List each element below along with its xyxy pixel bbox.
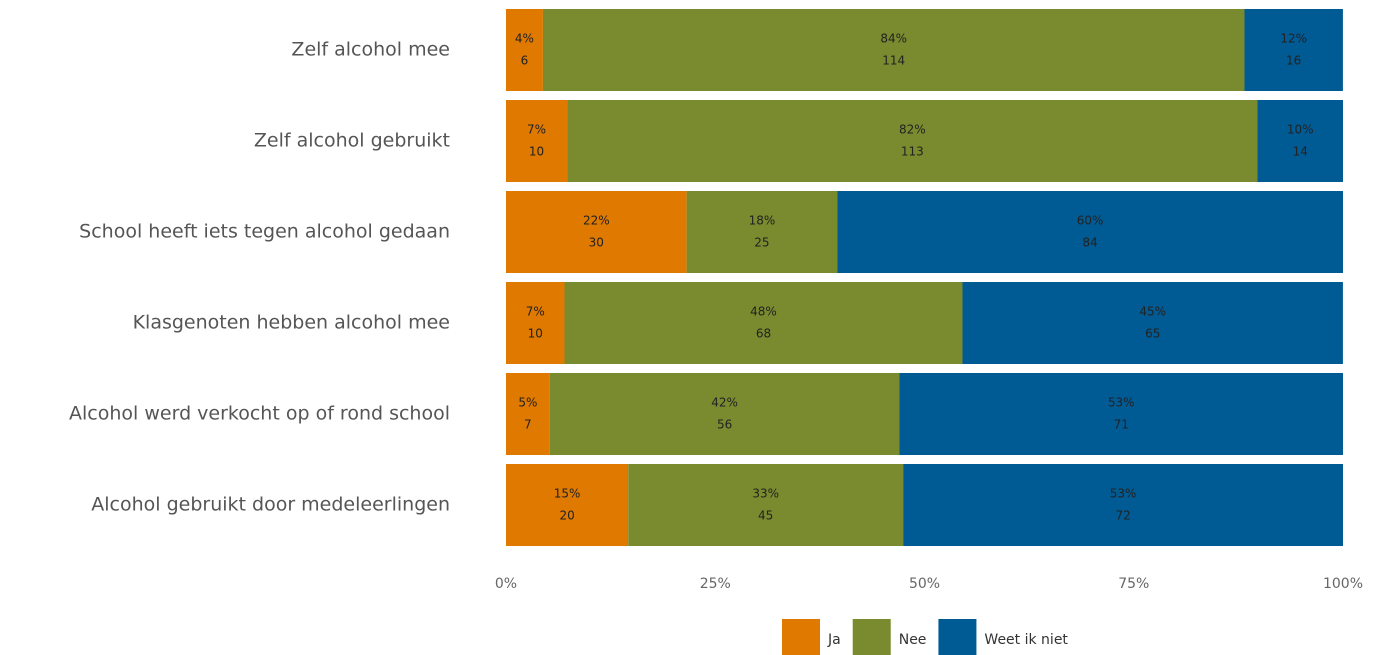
legend-swatch — [938, 619, 977, 655]
count-label: 71 — [1114, 418, 1129, 432]
data-label: 84% — [880, 32, 907, 46]
count-label: 20 — [559, 509, 574, 523]
bar-segment — [506, 100, 568, 182]
legend-label: Weet ik niet — [984, 632, 1068, 648]
bar-segment — [506, 9, 543, 91]
data-label: 53% — [1110, 487, 1137, 501]
data-label: 4% — [515, 32, 534, 46]
count-label: 113 — [901, 145, 924, 159]
data-label: 42% — [711, 396, 738, 410]
count-label: 6 — [521, 54, 529, 68]
count-label: 10 — [528, 327, 543, 341]
data-label: 53% — [1108, 396, 1135, 410]
legend-label: Nee — [899, 632, 927, 648]
bar-segment — [542, 9, 1245, 91]
count-label: 72 — [1115, 509, 1130, 523]
count-label: 68 — [756, 327, 771, 341]
category-label: Klasgenoten hebben alcohol mee — [133, 312, 450, 334]
count-label: 25 — [754, 236, 769, 250]
category-label: Zelf alcohol gebruikt — [254, 130, 450, 152]
data-label: 15% — [554, 487, 581, 501]
data-label: 5% — [518, 396, 537, 410]
count-label: 114 — [882, 54, 905, 68]
bar-segment — [628, 464, 904, 546]
count-label: 45 — [758, 509, 773, 523]
bar-segment — [506, 282, 565, 364]
bar-segment — [962, 282, 1343, 364]
x-tick-label: 0% — [495, 576, 517, 592]
bar-segment — [506, 191, 687, 273]
bar-segment — [837, 191, 1343, 273]
bar-segment — [1244, 9, 1343, 91]
legend-label: Ja — [827, 632, 841, 648]
data-label: 45% — [1139, 305, 1166, 319]
category-label: School heeft iets tegen alcohol gedaan — [79, 221, 450, 243]
count-label: 10 — [529, 145, 544, 159]
count-label: 30 — [589, 236, 604, 250]
count-label: 14 — [1293, 145, 1308, 159]
category-label: Zelf alcohol mee — [291, 39, 450, 61]
data-label: 48% — [750, 305, 777, 319]
bar-segment — [564, 282, 963, 364]
bar-segment — [899, 373, 1343, 455]
count-label: 7 — [524, 418, 532, 432]
category-label: Alcohol gebruikt door medeleerlingen — [91, 494, 450, 516]
x-tick-label: 100% — [1323, 576, 1363, 592]
data-label: 18% — [749, 214, 776, 228]
bar-segment — [549, 373, 900, 455]
x-tick-label: 75% — [1118, 576, 1149, 592]
data-label: 82% — [899, 123, 926, 137]
bar-segment — [903, 464, 1343, 546]
legend-swatch — [782, 619, 820, 655]
bar-segment — [1257, 100, 1343, 182]
bar-segment — [686, 191, 838, 273]
x-tick-label: 50% — [909, 576, 940, 592]
legend-swatch — [852, 619, 891, 655]
data-label: 33% — [752, 487, 779, 501]
data-label: 7% — [526, 305, 545, 319]
bar-segment — [506, 373, 550, 455]
data-label: 22% — [583, 214, 610, 228]
bar-segment — [506, 464, 629, 546]
count-label: 65 — [1145, 327, 1160, 341]
data-label: 7% — [527, 123, 546, 137]
count-label: 56 — [717, 418, 732, 432]
data-label: 10% — [1287, 123, 1314, 137]
x-tick-label: 25% — [700, 576, 731, 592]
bar-segment — [567, 100, 1258, 182]
count-label: 84 — [1082, 236, 1097, 250]
category-label: Alcohol werd verkocht op of rond school — [69, 403, 450, 425]
data-label: 60% — [1077, 214, 1104, 228]
data-label: 12% — [1280, 32, 1307, 46]
count-label: 16 — [1286, 54, 1301, 68]
